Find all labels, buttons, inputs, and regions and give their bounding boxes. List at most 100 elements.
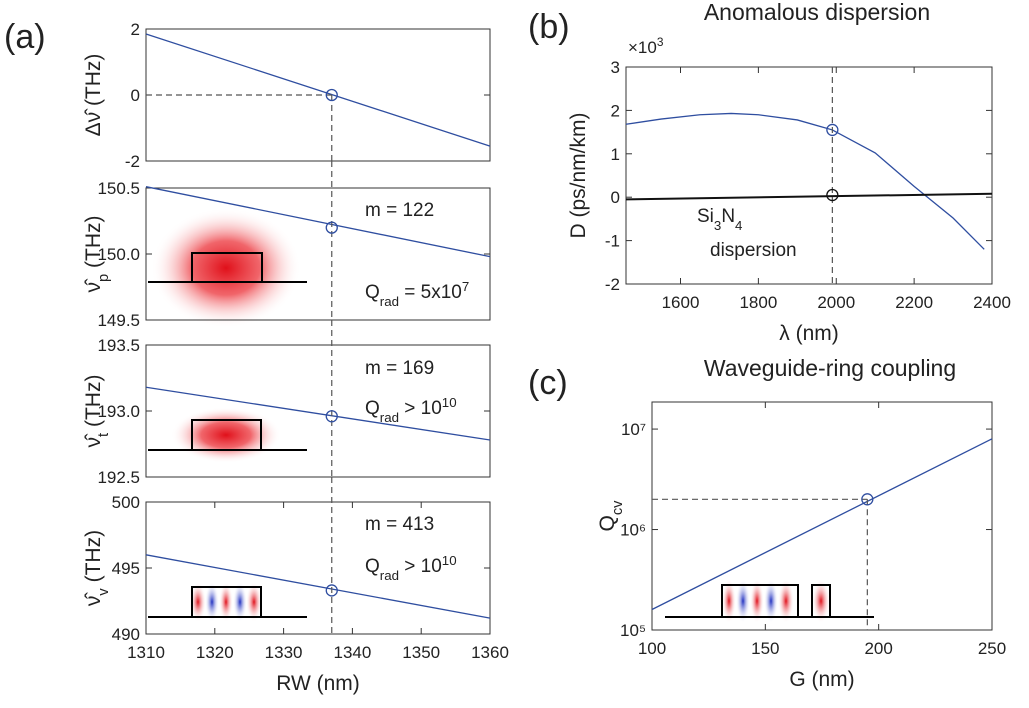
y-tick-label: 3 (611, 58, 620, 77)
subplot: 10⁵ 10⁶ 10⁷ 100 150 200 250 G (nm) (620, 401, 1006, 691)
y-tick-label: 10⁶ (620, 521, 646, 540)
y-axis-label-part: p (96, 274, 112, 282)
annotation-part: 7 (462, 279, 469, 294)
data-point (861, 493, 874, 506)
x-tick-label: 1600 (662, 293, 700, 312)
y-tick-label: -1 (605, 232, 620, 251)
mode-profile (190, 582, 262, 622)
annotation-part: 10 (442, 553, 457, 568)
axis-multiplier: ×103 (628, 35, 664, 57)
annotation-part: m = 122 (365, 200, 434, 221)
annotation-part: Si (697, 206, 714, 227)
y-tick-label: 495 (112, 559, 140, 578)
x-tick-label: 1310 (127, 643, 165, 662)
y-axis-label-part: Q (596, 515, 619, 531)
x-tick-label: 2200 (895, 293, 933, 312)
data-point (325, 88, 338, 102)
x-tick-label: 1360 (471, 643, 509, 662)
annotation-part: 4 (735, 218, 742, 233)
x-axis-label: RW (nm) (276, 672, 360, 695)
annotation-part: rad (380, 410, 399, 425)
x-tick-label: 100 (638, 639, 666, 658)
y-axis-label: Δν̂ (THz) (82, 54, 105, 137)
data-line (625, 112, 985, 250)
annotation-part: m = 169 (365, 358, 434, 379)
y-tick-label: 193.0 (97, 402, 140, 421)
data-line (145, 186, 491, 258)
y-tick-label: 2 (131, 20, 140, 39)
annotation: Qrad > 1010 (365, 395, 457, 425)
x-tick-label: 2400 (973, 293, 1011, 312)
x-tick-label: 1330 (265, 643, 303, 662)
y-tick-label: -2 (605, 275, 620, 294)
x-tick-label: 150 (751, 639, 779, 658)
x-tick-label: 1800 (739, 293, 777, 312)
data-point (325, 584, 338, 597)
y-tick-label: 500 (112, 493, 140, 512)
annotation: Qrad > 1010 (365, 553, 457, 583)
panel-label: (a) (4, 18, 46, 56)
subplot: 193.5 193.0 192.5 (97, 320, 491, 487)
axis-multiplier-part: 3 (657, 35, 664, 49)
annotation-part: rad (380, 568, 399, 583)
y-tick-label: 10⁵ (620, 621, 646, 640)
axis-multiplier-part: ×10 (628, 38, 657, 57)
mode-images (148, 208, 874, 623)
y-axis-label-part: Δν̂ (THz) (82, 54, 105, 137)
data-line (625, 192, 993, 201)
annotation: Si3N4 (697, 206, 742, 233)
data-line (145, 554, 491, 619)
data-point (826, 188, 839, 202)
mode-profile (151, 208, 301, 328)
annotation-part: Q (365, 398, 380, 419)
panel-label: (b) (528, 8, 570, 46)
y-tick-label: 192.5 (97, 468, 140, 487)
y-tick-label: 0 (611, 188, 620, 207)
y-axis-label-part: t (96, 433, 112, 437)
y-tick-label: 0 (131, 86, 140, 105)
annotation-part: 3 (714, 218, 721, 233)
y-axis-label: D (ps/nm/km) (567, 113, 590, 239)
subplot: -2 -1 0 1 2 3 1600 1800 2000 2200 2400 λ (nm) (605, 58, 1011, 345)
data-line (145, 33, 491, 147)
annotation-part: N (721, 206, 735, 227)
x-tick-label: 1340 (333, 643, 371, 662)
subplot: 150.5 150.0 149.5 (97, 161, 491, 330)
y-axis-label: Qcv (596, 500, 626, 532)
y-tick-label: 150.0 (97, 245, 140, 264)
axes-box (651, 401, 993, 631)
data-point (325, 410, 338, 423)
x-tick-label: 200 (864, 639, 892, 658)
y-axis-label-part: (THz) (82, 216, 105, 274)
data-point (826, 123, 839, 137)
chart-title: Waveguide-ring coupling (704, 355, 956, 381)
mode-profile (722, 579, 830, 623)
annotation: dispersion (710, 240, 797, 261)
x-axis-label: G (nm) (789, 668, 854, 691)
annotation-part: dispersion (710, 240, 797, 261)
annotation: m = 169 (365, 358, 434, 379)
data-point (325, 221, 338, 234)
chart-title: Anomalous dispersion (704, 0, 930, 25)
y-axis-label-part: (THz) (82, 530, 105, 588)
y-tick-label: 150.5 (97, 179, 140, 198)
y-tick-label: 193.5 (97, 336, 140, 355)
x-tick-label: 1320 (196, 643, 234, 662)
annotation: Qrad = 5x107 (365, 279, 469, 309)
annotation-part: rad (380, 294, 399, 309)
annotation: m = 413 (365, 514, 434, 535)
annotation-part: Q (365, 556, 380, 577)
subplot: 2 0 -2 (125, 20, 491, 171)
annotation-part: Q (365, 282, 380, 303)
y-axis-label: ν̂v (THz) (82, 530, 112, 606)
y-tick-label: 1 (611, 145, 620, 164)
x-tick-label: 2000 (817, 293, 855, 312)
panel-label: (c) (528, 364, 568, 402)
annotation-part: 10 (442, 395, 457, 410)
y-tick-label: -2 (125, 152, 140, 171)
mode-profile (171, 407, 281, 463)
y-axis-label-part: v (96, 588, 112, 596)
